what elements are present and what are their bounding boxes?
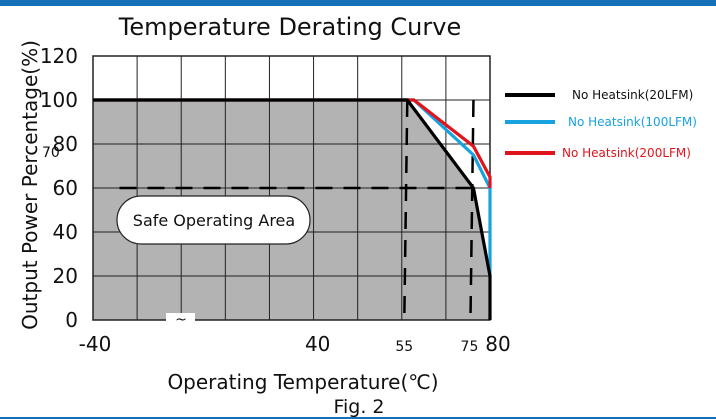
x-tick-label: 55 <box>395 339 413 355</box>
x-tick-label: -40 <box>79 332 112 356</box>
legend-label-0: No Heatsink(20LFM) <box>572 88 693 102</box>
y-tick-label: 20 <box>53 264 78 288</box>
y-tick-label: 40 <box>53 220 78 244</box>
x-tick-label: 75 <box>461 339 479 355</box>
series-lines <box>93 98 492 320</box>
x-tick-label: 40 <box>305 332 330 356</box>
figure-caption: Fig. 2 <box>333 396 384 418</box>
chart-title: Temperature Derating Curve <box>118 13 461 41</box>
dashed-reference-vertical <box>469 99 475 321</box>
y-tick-label: 80 <box>53 132 78 156</box>
x-tick-label: 80 <box>485 332 510 356</box>
x-axis-label: Operating Temperature(℃) <box>167 370 438 394</box>
dashed-reference-vertical <box>403 99 409 321</box>
x-marker-glyph: ~ <box>175 312 187 328</box>
series-line-0 <box>93 98 492 320</box>
safe-operating-area: Safe Operating Area <box>116 195 311 245</box>
y-tick-labels: 0 20 40 60 80 100 120 70 <box>40 44 78 332</box>
y-tick-label: 0 <box>65 308 78 332</box>
y-tick-label: 60 <box>53 176 78 200</box>
x-tick-labels: -40 40 55 75 80 ~ <box>79 312 511 356</box>
y-tick-label-extra: 70 <box>42 145 60 161</box>
safe-area-label: Safe Operating Area <box>133 211 295 230</box>
legend-label-1: No Heatsink(100LFM) <box>568 115 697 129</box>
safe-area-bubble <box>116 195 311 245</box>
bottom-accent-bar <box>0 417 716 419</box>
reference-lines <box>119 99 475 321</box>
x-marker-box <box>166 313 195 321</box>
top-accent-bar <box>0 0 716 6</box>
y-tick-label: 100 <box>40 88 78 112</box>
y-tick-label: 120 <box>40 44 78 68</box>
legend-label-2: No Heatsink(200LFM) <box>562 146 691 160</box>
chart-legend: No Heatsink(20LFM) No Heatsink(100LFM) No … <box>505 88 697 160</box>
y-axis-label: Output Power Percentage(%) <box>18 40 42 330</box>
